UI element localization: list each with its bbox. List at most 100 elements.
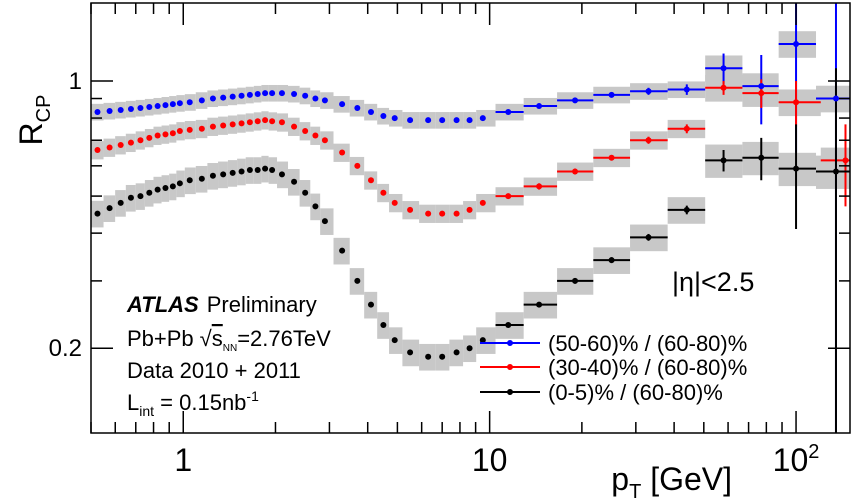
data-point [238,168,245,175]
data-point [246,119,253,126]
data-point [117,106,124,113]
y-tick-label: 1 [69,68,82,95]
x-tick-label: 102 [773,441,820,478]
data-point [793,165,800,172]
legend-label: (0-5)% / (60-80)% [548,380,723,405]
data-point [117,142,124,149]
y-axis-title: RCP [13,95,55,146]
data-point [238,92,245,99]
data-point [758,154,765,161]
data-point [793,40,800,47]
luminosity: Lint = 0.15nb-1 [127,388,259,419]
x-axis-title: pT [GeV] [611,461,732,503]
data-point [354,162,361,169]
data-point [339,149,346,156]
data-point [312,203,319,210]
data-point [425,210,432,217]
data-point [238,120,245,127]
data-point [176,128,183,135]
data-point [146,189,153,196]
sqrt-s-subscript: NN [223,343,237,354]
lumi-subscript: int [139,403,154,419]
data-point [254,118,261,125]
data-point [278,90,285,97]
data-point [278,119,285,126]
sqrt-s-value: =2.76TeV [237,326,331,351]
data-point [536,301,543,308]
status-label: Preliminary [207,292,317,317]
systematic-bands [91,31,850,371]
data-point [339,101,346,108]
experiment-info: ATLAS Preliminary Pb+Pb √sNN=2.76TeV Data … [126,292,331,419]
data-point [466,206,473,213]
data-point [758,83,765,90]
data-point [137,137,144,144]
data-point [321,97,328,104]
data-point [505,321,512,328]
data-point [169,101,176,108]
data-point [536,183,543,190]
data-point [302,92,309,99]
data-point [127,105,134,112]
data-point [278,171,285,178]
data-point [391,337,398,344]
data-point [645,137,652,144]
data-point [198,125,205,132]
data-point [505,193,512,200]
data-point [572,97,579,104]
legend-entry: (30-40)% / (60-80)% [480,355,747,380]
data-point [106,205,113,212]
data-point [269,118,276,125]
data-point [209,95,216,102]
legend-marker [507,364,513,370]
data-point [832,95,839,102]
y-axis-title-subscript: CP [33,95,55,123]
data-point [572,168,579,175]
data-point [645,234,652,241]
data-point [291,90,298,97]
data-point [220,171,227,178]
data-point [127,139,134,146]
data-point [354,105,361,112]
data-point [117,199,124,206]
data-point [367,177,374,184]
data-point [269,167,276,174]
data-point [425,117,432,124]
data-point [720,157,727,164]
data-point [302,128,309,135]
data-point [246,167,253,174]
data-point [169,130,176,137]
data-point [505,108,512,115]
data-point [391,115,398,122]
data-point [106,107,113,114]
legend-entry: (50-60)% / (60-80)% [480,331,747,356]
data-point [720,84,727,91]
data-point [536,103,543,110]
sys-band [476,327,496,354]
data-point [466,345,473,352]
sys-band [476,109,496,127]
sqrt-s-symbol: s [212,326,223,351]
x-axis-title-subscript: T [629,481,641,503]
data-point [146,134,153,141]
data-point [407,349,414,356]
legend-marker [507,340,513,346]
data-point [645,88,652,95]
data-point [453,349,460,356]
data-point [198,97,205,104]
data-years: Data 2010 + 2011 [127,358,301,383]
data-point [479,337,486,344]
data-point [832,168,839,175]
data-point [137,105,144,112]
x-tick-label: 1 [174,442,192,478]
plot-frame [90,2,851,434]
data-point [254,90,261,97]
data-point [439,117,446,124]
atlas-label: ATLAS [126,292,199,317]
data-point [94,108,101,115]
data-point [186,126,193,133]
data-point [312,132,319,139]
data-point [209,123,216,130]
data-point [758,90,765,97]
data-point [169,183,176,190]
